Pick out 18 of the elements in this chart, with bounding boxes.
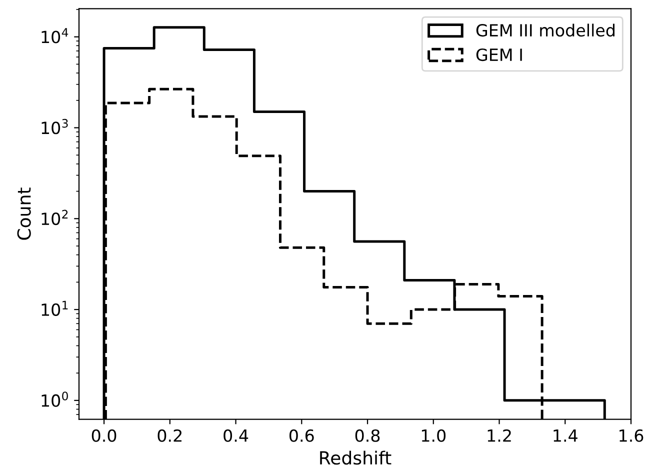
x-tick-label: 1.2 xyxy=(488,429,511,442)
x-tick-label: 1.4 xyxy=(554,430,578,442)
x-tick-label: 0.2 xyxy=(158,429,182,442)
legend-label: GEM III modelled xyxy=(476,24,614,37)
y-tick-label: 10$^{0}$ xyxy=(42,392,68,407)
x-tick-label: 0.8 xyxy=(355,429,380,442)
x-tick-label: 0.4 xyxy=(224,429,248,442)
y-tick-label: 10$^{1}$ xyxy=(42,300,68,316)
y-axis-title: Count xyxy=(17,188,31,240)
x-tick-label: 1.6 xyxy=(620,429,644,442)
y-tick-label: 10$^{2}$ xyxy=(42,210,68,226)
x-tick-label: 1.0 xyxy=(422,429,446,442)
legend-label: GEM I xyxy=(476,48,522,62)
y-tick-label: 10$^{4}$ xyxy=(42,28,68,44)
x-axis-title: Redshift xyxy=(320,450,392,465)
y-tick-label: 10$^{3}$ xyxy=(42,118,68,134)
x-tick-label: 0.0 xyxy=(92,429,116,442)
x-tick-label: 0.6 xyxy=(289,429,314,442)
